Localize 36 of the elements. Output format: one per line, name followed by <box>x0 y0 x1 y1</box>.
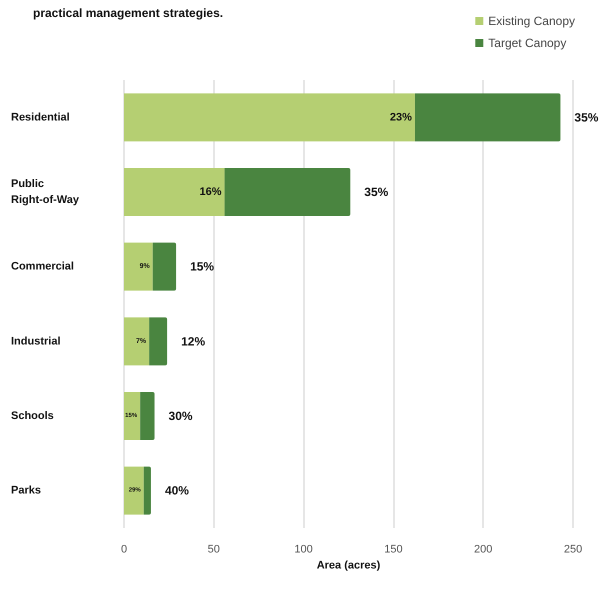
bar <box>124 392 140 440</box>
bar <box>149 317 168 366</box>
annotation: 23% <box>390 111 412 124</box>
y-tick-label: Residential <box>11 111 70 124</box>
x-tick-label: 200 <box>474 544 492 556</box>
legend-label: Target Canopy <box>488 36 566 50</box>
bar <box>124 317 150 366</box>
annotation: 12% <box>181 334 206 348</box>
bar <box>124 168 225 216</box>
x-tick-label: 150 <box>384 544 403 556</box>
bar <box>224 168 350 216</box>
y-tick-label: Commercial <box>11 260 74 273</box>
bar <box>124 466 144 515</box>
annotation: 40% <box>164 484 190 498</box>
annotation: 16% <box>200 186 222 198</box>
bar <box>140 392 155 440</box>
annotation: 30% <box>168 409 193 423</box>
legend-label: Existing Canopy <box>488 14 576 28</box>
bar <box>152 242 176 291</box>
x-tick-label: 100 <box>294 544 313 556</box>
annotation: 35% <box>574 110 599 124</box>
bar <box>144 466 151 515</box>
chart-title: practical management strategies. <box>33 6 224 20</box>
annotation: 35% <box>364 185 389 199</box>
annotation: 15% <box>190 260 214 274</box>
bar <box>414 93 560 142</box>
x-axis-title: Area (acres) <box>316 559 381 572</box>
bar <box>124 93 415 142</box>
y-tick-label: Public Right-of-Way <box>11 178 80 206</box>
x-tick-label: 50 <box>208 544 220 556</box>
x-tick-label: 0 <box>120 544 128 556</box>
x-tick-label: 250 <box>564 544 582 556</box>
y-tick-label: Parks <box>11 484 41 497</box>
bar <box>124 242 153 291</box>
y-tick-label: Industrial <box>11 335 61 348</box>
y-tick-label: Schools <box>11 410 54 422</box>
